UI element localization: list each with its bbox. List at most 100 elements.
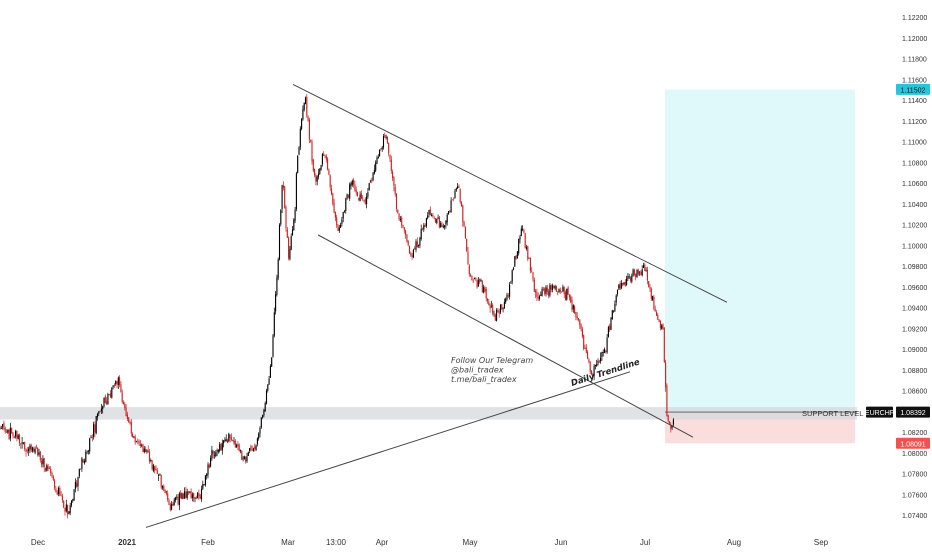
take-profit-zone[interactable] (665, 89, 855, 413)
candle-body (103, 397, 105, 407)
candle-body (666, 385, 668, 416)
candle-body (174, 497, 177, 501)
candle-body (169, 504, 171, 510)
channel-bottom-line[interactable] (317, 234, 694, 438)
candle-body (555, 285, 557, 292)
candle-body (193, 493, 195, 499)
candle-body (546, 287, 548, 292)
candle-body (325, 155, 327, 160)
candle-body (401, 217, 403, 226)
candle-body (483, 286, 485, 293)
candle-body (159, 474, 161, 475)
candle-body (662, 323, 664, 329)
y-tick-label: 1.07600 (902, 492, 927, 499)
candle-body (572, 305, 574, 310)
candle-body (207, 464, 209, 475)
candle-body (615, 295, 617, 303)
candle-body (402, 225, 404, 228)
candle-body (74, 481, 76, 489)
candle-body (46, 465, 48, 471)
candle-body (288, 237, 290, 259)
candle-body (314, 168, 316, 176)
candle-body (371, 179, 373, 182)
candle-body (635, 273, 637, 277)
candle-body (264, 402, 266, 412)
candle-body (172, 503, 174, 506)
daily-trendline-label: Daily Trendline (570, 357, 642, 389)
candle-body (619, 283, 621, 290)
current-price-label-text: 1.08392 (900, 410, 925, 417)
candle-body (238, 444, 240, 451)
candle-body (509, 284, 511, 297)
candle-body (410, 253, 412, 255)
candle-body (89, 438, 91, 452)
candle-body (507, 295, 509, 297)
candle-body (576, 316, 578, 319)
candle-body (337, 225, 339, 231)
candle-body (26, 450, 28, 452)
channel-top-line[interactable] (292, 83, 728, 303)
candle-body (416, 241, 418, 247)
candle-body (393, 176, 395, 186)
candle-body (295, 173, 297, 210)
candle-body (346, 194, 348, 199)
candle-body (520, 228, 522, 236)
candle-body (277, 259, 279, 279)
candle-body (171, 504, 173, 510)
candle-body (316, 176, 318, 182)
candle-body (463, 222, 465, 227)
candle-body (298, 147, 300, 155)
candle-body (197, 493, 199, 499)
candle-body (338, 227, 340, 231)
x-tick-label: Feb (201, 538, 215, 547)
candle-body (427, 215, 429, 219)
candle-body (198, 492, 200, 496)
candle-body (512, 267, 515, 270)
candle-body (375, 162, 377, 171)
candle-body (486, 298, 489, 302)
candle-body (350, 182, 352, 187)
candle-body (632, 269, 634, 276)
candle-body (369, 181, 372, 183)
candle-body (653, 296, 655, 309)
candle-body (63, 500, 65, 508)
candle-body (349, 184, 351, 199)
candle-body (614, 303, 616, 312)
candle-body (247, 452, 249, 456)
candle-body (527, 246, 529, 260)
candle-body (148, 451, 151, 462)
candle-body (437, 217, 439, 219)
candle-body (414, 248, 416, 250)
symbol-text: EURCHF (865, 410, 894, 417)
candle-body (389, 154, 391, 159)
candle-body (441, 224, 443, 227)
candle-body (158, 475, 160, 476)
candle-body (246, 456, 248, 462)
x-axis[interactable]: Dec 2021 Feb Mar 13:00 Apr May Jun Jul Aug Sep (31, 538, 829, 547)
candle-body (278, 224, 281, 260)
candle-body (276, 277, 278, 295)
candle-body (668, 421, 671, 424)
candle-body (438, 217, 440, 228)
candle-body (91, 437, 93, 439)
candle-body (98, 411, 100, 414)
daily-trendline[interactable] (145, 371, 631, 528)
candle-body (202, 484, 204, 489)
candle-body (554, 286, 556, 289)
candle-body (73, 489, 75, 501)
candle-body (317, 173, 320, 177)
candle-body (468, 265, 470, 275)
candle-body (563, 287, 565, 295)
candle-body (76, 482, 78, 487)
candle-body (302, 109, 304, 120)
candle-body (449, 211, 451, 213)
candle-body (493, 313, 495, 315)
candle-body (561, 291, 563, 293)
y-tick-label: 1.11000 (902, 140, 927, 147)
candle-body (593, 365, 595, 377)
candle-body (502, 308, 504, 310)
candle-body (536, 292, 538, 297)
candle-body (522, 228, 524, 230)
